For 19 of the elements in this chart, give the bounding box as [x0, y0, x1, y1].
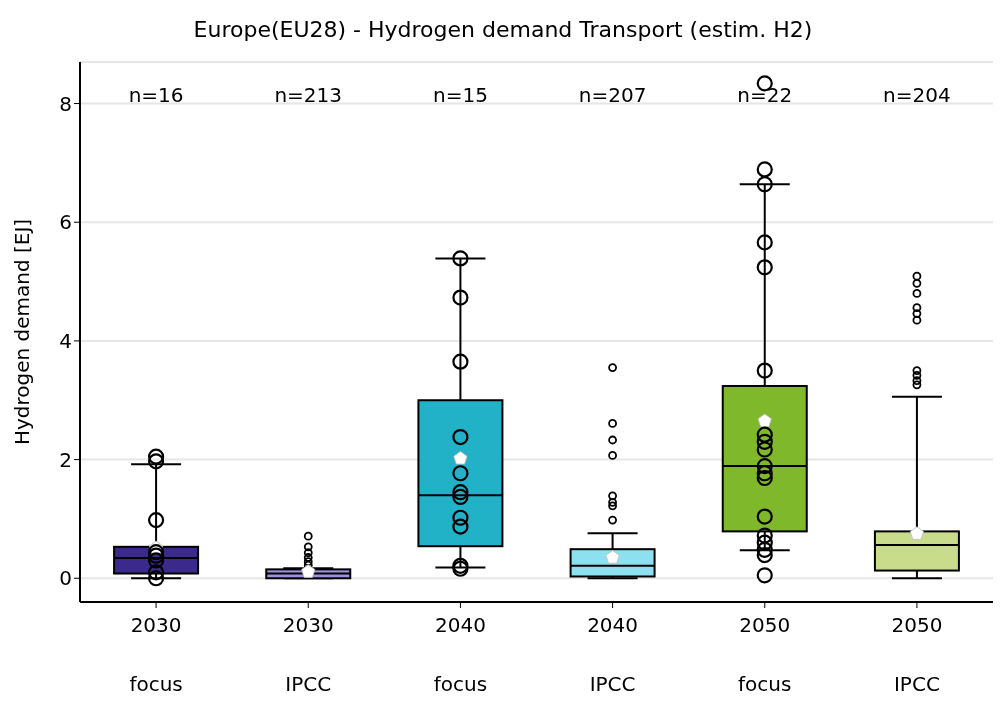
annotation: n=204	[883, 82, 951, 107]
annotation: n=16	[128, 82, 184, 107]
y-tick-label: 4	[59, 329, 72, 353]
annotation: n=213	[274, 82, 343, 107]
category-label: 2050 IPCC	[891, 613, 943, 696]
annotation: n=15	[432, 82, 488, 107]
y-axis-title: Hydrogen demand [EJ]	[10, 218, 35, 446]
chart-title: Europe(EU28) - Hydrogen demand Transport (estim. H2)	[192, 16, 814, 44]
category-label: 2030 IPCC	[282, 613, 334, 696]
y-tick-label: 6	[59, 210, 72, 235]
category-label: 2040 IPCC	[587, 613, 639, 696]
y-tick-label: 8	[59, 91, 72, 116]
category-label: 2040 focus	[433, 613, 488, 696]
category-label: 2050 focus	[738, 613, 792, 696]
category-label: 2030 focus	[129, 613, 183, 696]
annotation: n=207	[578, 82, 647, 107]
y-tick-label: 2	[59, 447, 72, 472]
annotation: n=22	[737, 82, 793, 107]
y-tick-label: 0	[59, 566, 72, 591]
